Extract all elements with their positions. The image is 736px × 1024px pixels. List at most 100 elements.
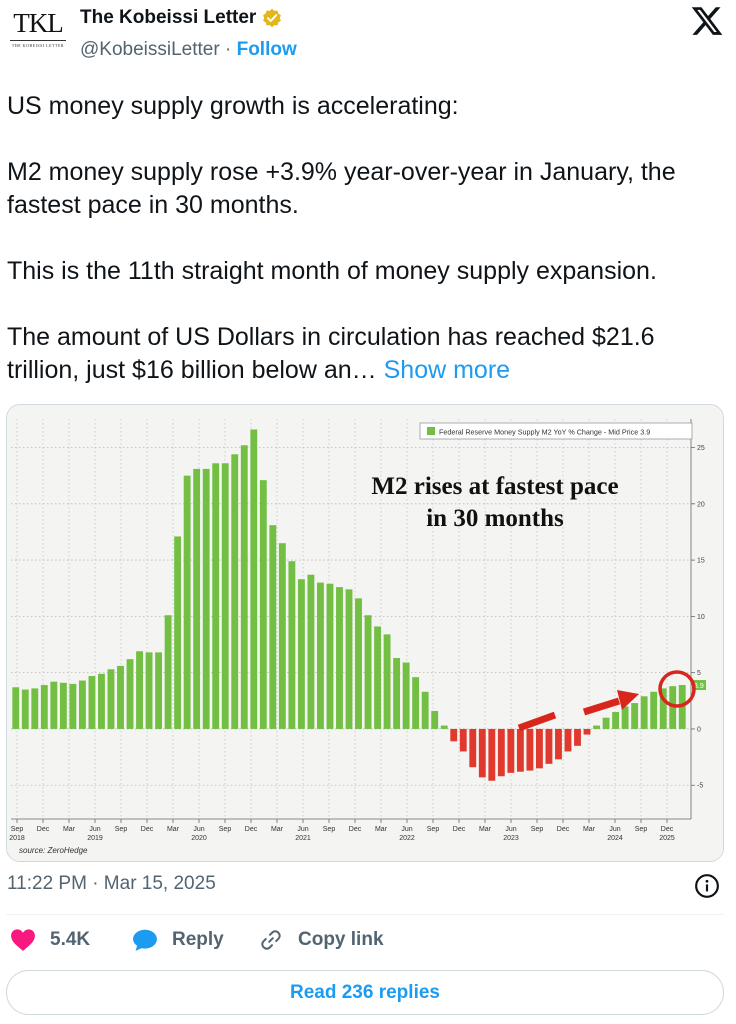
x-tick-label: Sep	[323, 826, 336, 833]
x-tick-label: Sep	[531, 826, 544, 833]
like-button[interactable]: 5.4K	[10, 928, 90, 952]
chart-title-line-1: M2 rises at fastest pace	[371, 473, 618, 500]
chart-legend: Federal Reserve Money Supply M2 YoY % Ch…	[419, 422, 693, 440]
chart-bar	[288, 561, 296, 729]
trend-arrow-shaft	[582, 697, 621, 716]
chart-source: source: ZeroHedge	[19, 846, 88, 855]
chart-bar	[583, 728, 591, 735]
chart-bar	[12, 687, 20, 729]
x-year-label: 2025	[659, 835, 675, 842]
chart-bar	[193, 468, 201, 729]
chart-bar	[221, 463, 229, 729]
x-tick-label: Mar	[583, 826, 596, 833]
y-tick-label: 25	[697, 445, 705, 452]
chart-bar	[107, 669, 115, 729]
trend-dash	[517, 711, 557, 732]
author-avatar[interactable]: TKL THE KOBEISSI LETTER	[6, 6, 70, 56]
x-tick-label: Jun	[609, 826, 620, 833]
chart-bar	[555, 728, 562, 760]
like-count: 5.4K	[50, 929, 91, 950]
y-tick-label: 0	[697, 726, 701, 733]
chart-bar	[155, 652, 163, 729]
x-year-label: 2021	[295, 835, 311, 842]
m2-growth-chart: 25 20 15 10 5 0 -5 3.9 Sep 2018 Dec Mar Jun 2019 Sep De…	[7, 405, 723, 861]
chart-axes: 25 20 15 10 5 0 -5 3.9 Sep 2018 Dec Mar Jun 2019 Sep De…	[9, 419, 706, 842]
reply-button[interactable]: Reply	[132, 928, 224, 952]
author-name[interactable]: The Kobeissi Letter	[80, 7, 257, 28]
chart-bar	[602, 717, 610, 729]
author-name-row: The Kobeissi Letter	[80, 7, 282, 29]
chart-title-line-2: in 30 months	[426, 505, 564, 532]
chart-bar	[631, 703, 639, 729]
chart-bar	[164, 615, 172, 729]
x-tick-label: Mar	[479, 826, 492, 833]
chart-bar	[383, 634, 391, 729]
x-tick-label: Dec	[141, 826, 154, 833]
follow-button[interactable]: Follow	[236, 39, 297, 60]
x-tick-label: Dec	[661, 826, 674, 833]
tweet-paragraph: This is the 11th straight month of money…	[7, 257, 657, 285]
tweet-timestamp[interactable]: 11:22 PM · Mar 15, 2025	[7, 873, 216, 894]
show-more-link[interactable]: Show more	[383, 356, 511, 384]
chart-bar	[231, 454, 239, 729]
copy-link-button[interactable]: Copy link	[258, 928, 384, 952]
chart-bar	[469, 728, 477, 768]
read-replies-button[interactable]: Read 236 replies	[6, 970, 724, 1015]
heart-icon	[11, 929, 35, 951]
link-icon	[261, 930, 281, 950]
chart-bar	[126, 659, 134, 729]
reply-bubble-icon	[133, 929, 157, 951]
x-tick-label: Jun	[401, 826, 412, 833]
chart-bar	[326, 583, 334, 729]
chart-bar	[31, 688, 39, 729]
x-tick-label: Jun	[297, 826, 308, 833]
x-tick-label: Sep	[219, 826, 232, 833]
info-icon[interactable]	[694, 873, 720, 899]
handle-separator: ·	[224, 39, 232, 60]
tweet-body: US money supply growth is accelerating: …	[7, 90, 732, 387]
y-tick-label: 20	[697, 501, 705, 508]
x-tick-label: Dec	[453, 826, 466, 833]
chart-bar	[117, 665, 124, 729]
x-tick-label: Mar	[167, 826, 180, 833]
chart-bar	[212, 463, 220, 729]
x-tick-label: Mar	[271, 826, 284, 833]
chart-bar	[431, 710, 439, 729]
x-tick-label: Mar	[375, 826, 388, 833]
chart-bar	[202, 468, 210, 729]
tweet-paragraph: US money supply growth is accelerating:	[7, 92, 459, 120]
action-bar: 5.4K Reply Copy link	[0, 928, 736, 958]
chart-bar	[183, 475, 191, 729]
chart-bar	[269, 525, 277, 729]
chart-bar	[174, 536, 182, 729]
avatar-subtitle: THE KOBEISSI LETTER	[11, 43, 65, 48]
chart-bar	[516, 728, 524, 772]
chart-bar	[355, 598, 362, 729]
trend-annotation	[517, 670, 696, 732]
chart-bar	[650, 691, 658, 729]
chart-bar	[459, 728, 467, 752]
x-tick-label: Sep	[115, 826, 128, 833]
y-tick-label: 10	[697, 614, 705, 621]
y-tick-label: -5	[697, 783, 703, 790]
x-tick-label: Mar	[63, 826, 76, 833]
x-year-label: 2018	[9, 835, 25, 842]
chart-bar	[307, 574, 315, 729]
avatar-monogram: TKL	[13, 8, 63, 38]
x-tick-label: Jun	[89, 826, 100, 833]
chart-bar	[240, 445, 248, 729]
tweet-paragraph-text: The amount of US Dollars in circulation …	[7, 323, 655, 384]
chart-bar	[145, 652, 153, 729]
x-tick-label: Sep	[11, 826, 24, 833]
chart-bar	[640, 696, 648, 729]
legend-box	[419, 422, 693, 440]
chart-bar	[450, 728, 458, 742]
chart-bar	[345, 589, 353, 729]
x-logo-icon[interactable]	[690, 4, 724, 38]
author-handle-row: @KobeissiLetter · Follow	[80, 39, 297, 61]
chart-image[interactable]: 25 20 15 10 5 0 -5 3.9 Sep 2018 Dec Mar Jun 2019 Sep De…	[6, 404, 724, 862]
chart-bar	[440, 725, 448, 729]
author-handle[interactable]: @KobeissiLetter	[80, 39, 220, 60]
reply-label: Reply	[172, 929, 224, 950]
chart-bar	[526, 728, 534, 771]
